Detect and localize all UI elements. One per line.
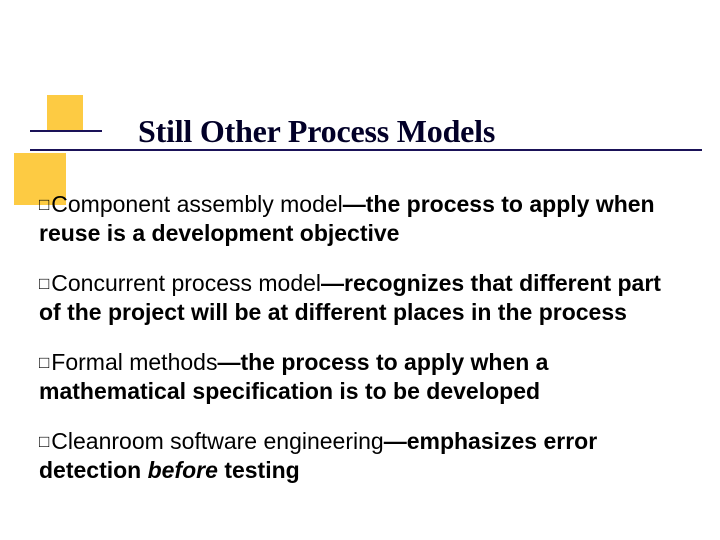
rule-main xyxy=(30,149,702,151)
item-desc-emph: before xyxy=(148,457,225,483)
item-term: Concurrent process model xyxy=(51,270,321,296)
item-dash: — xyxy=(343,191,366,217)
slide-title: Still Other Process Models xyxy=(138,113,495,150)
bullet-icon: □ xyxy=(39,353,49,372)
item-term: Formal methods xyxy=(51,349,217,375)
bullet-icon: □ xyxy=(39,274,49,293)
rule-tab xyxy=(30,130,102,132)
bullet-icon: □ xyxy=(39,195,49,214)
bullet-item: □Component assembly model—the process to… xyxy=(39,190,683,247)
bullet-icon: □ xyxy=(39,432,49,451)
item-dash: — xyxy=(217,349,240,375)
item-dash: — xyxy=(384,428,407,454)
bullet-item: □Concurrent process model—recognizes tha… xyxy=(39,269,683,326)
item-term: Cleanroom software engineering xyxy=(51,428,383,454)
item-desc-suffix: testing xyxy=(224,457,299,483)
item-dash: — xyxy=(321,270,344,296)
bullet-item: □Formal methods—the process to apply whe… xyxy=(39,348,683,405)
item-term: Component assembly model xyxy=(51,191,342,217)
body-text: □Component assembly model—the process to… xyxy=(39,190,683,506)
bullet-item: □Cleanroom software engineering—emphasiz… xyxy=(39,427,683,484)
accent-square-top xyxy=(47,95,83,131)
